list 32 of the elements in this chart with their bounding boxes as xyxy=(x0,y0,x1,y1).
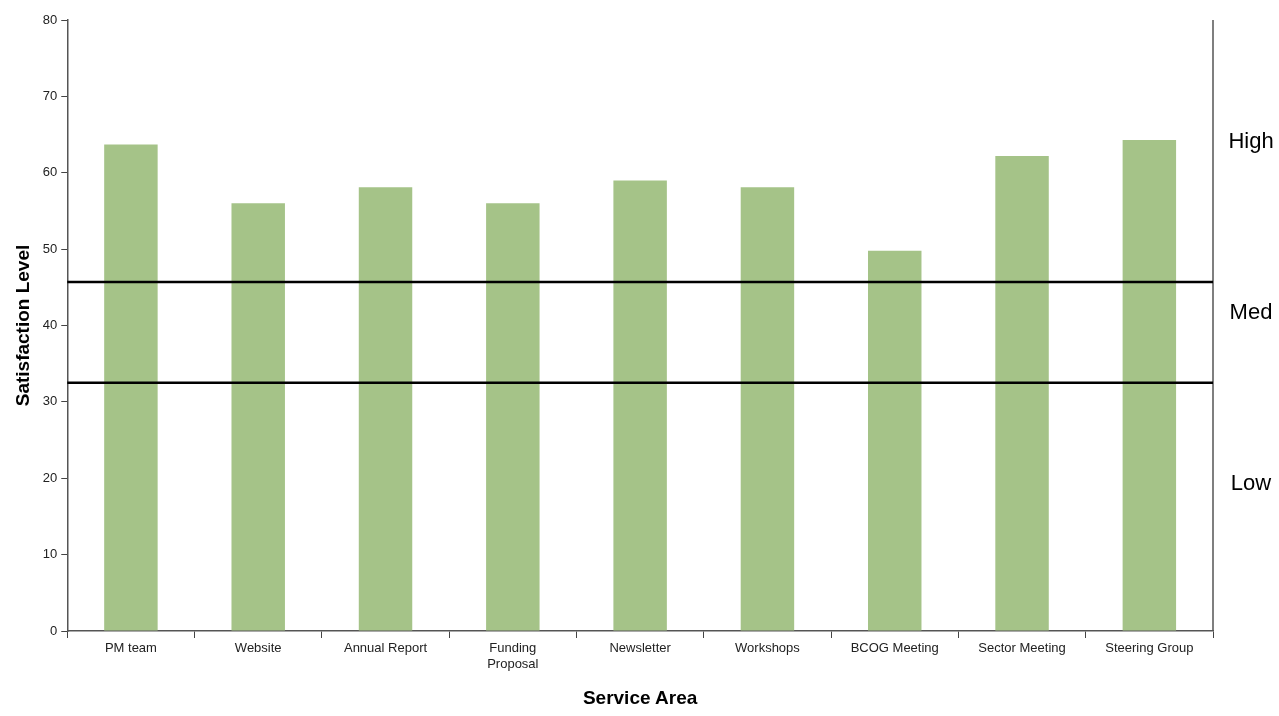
x-axis-title: Service Area xyxy=(582,686,698,708)
bar xyxy=(613,180,667,631)
bar xyxy=(486,203,540,631)
bar xyxy=(231,203,285,631)
y-tick-label: 40 xyxy=(42,317,58,333)
bar xyxy=(868,250,922,631)
x-tick-label: Newsletter xyxy=(609,640,672,656)
y-tick-label: 80 xyxy=(42,11,58,27)
bar xyxy=(740,187,795,631)
bar xyxy=(358,187,413,631)
x-tick-label: Workshops xyxy=(735,640,801,656)
x-tick-label: Funding Proposal xyxy=(487,640,539,671)
text: High xyxy=(1228,128,1274,154)
bar xyxy=(1122,139,1177,631)
x-tick-label: Annual Report xyxy=(343,640,428,656)
x-tick-label: Website xyxy=(234,640,282,656)
bar xyxy=(995,155,1049,631)
x-tick-label: PM team xyxy=(104,640,157,656)
y-tick-label: 60 xyxy=(42,164,58,180)
text: Low xyxy=(1230,470,1272,496)
text: Med xyxy=(1229,299,1273,325)
y-tick-label: 10 xyxy=(42,546,58,562)
bar xyxy=(104,144,158,631)
y-tick-label: 30 xyxy=(42,393,58,409)
y-tick-label: 70 xyxy=(42,87,58,103)
y-tick-label: 0 xyxy=(50,622,58,638)
y-tick-label: 50 xyxy=(42,240,58,256)
y-tick-label: 20 xyxy=(42,469,58,485)
x-tick-label: BCOG Meeting xyxy=(850,640,939,656)
y-axis-title: Satisfaction Level xyxy=(11,244,33,407)
x-tick-label: Steering Group xyxy=(1105,640,1194,656)
x-tick-label: Sector Meeting xyxy=(978,640,1066,656)
